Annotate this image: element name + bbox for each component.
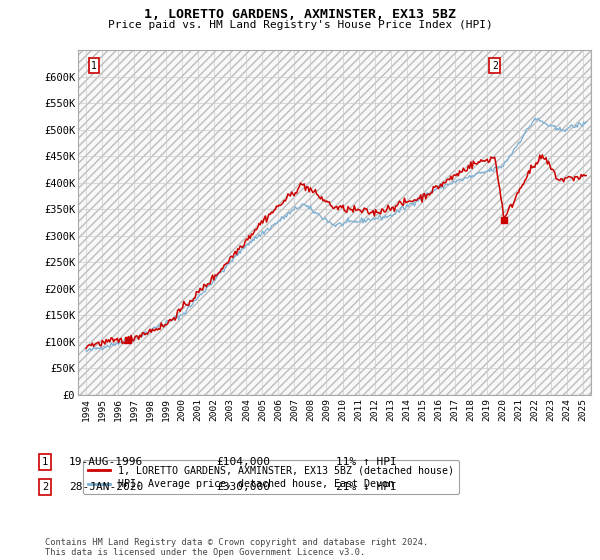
Text: 21% ↓ HPI: 21% ↓ HPI: [336, 482, 397, 492]
Text: 28-JAN-2020: 28-JAN-2020: [69, 482, 143, 492]
Text: 2: 2: [492, 61, 498, 71]
Text: 19-AUG-1996: 19-AUG-1996: [69, 457, 143, 467]
Text: Price paid vs. HM Land Registry's House Price Index (HPI): Price paid vs. HM Land Registry's House …: [107, 20, 493, 30]
Text: 11% ↑ HPI: 11% ↑ HPI: [336, 457, 397, 467]
Text: £104,000: £104,000: [216, 457, 270, 467]
Text: £330,000: £330,000: [216, 482, 270, 492]
Text: 1: 1: [91, 61, 97, 71]
Legend: 1, LORETTO GARDENS, AXMINSTER, EX13 5BZ (detached house), HPI: Average price, de: 1, LORETTO GARDENS, AXMINSTER, EX13 5BZ …: [83, 460, 459, 494]
Text: 1: 1: [42, 457, 48, 467]
Text: Contains HM Land Registry data © Crown copyright and database right 2024.
This d: Contains HM Land Registry data © Crown c…: [45, 538, 428, 557]
Text: 1, LORETTO GARDENS, AXMINSTER, EX13 5BZ: 1, LORETTO GARDENS, AXMINSTER, EX13 5BZ: [144, 8, 456, 21]
Text: 2: 2: [42, 482, 48, 492]
